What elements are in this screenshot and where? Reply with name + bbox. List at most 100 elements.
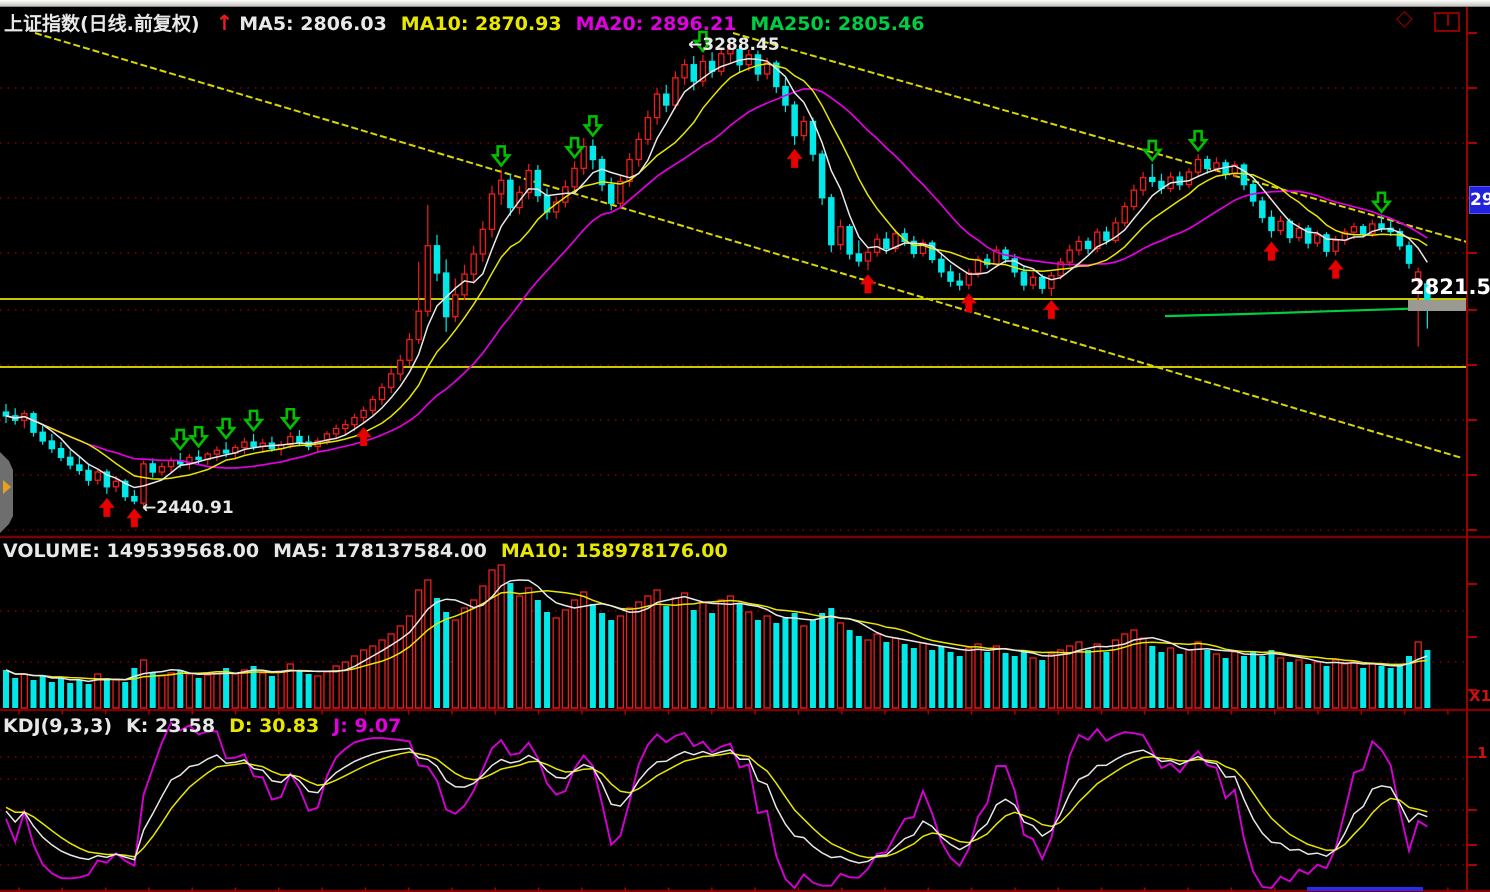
volume-bar-up <box>717 599 725 709</box>
volume-bar-up <box>1047 653 1056 709</box>
volume-bar-up <box>1276 657 1285 709</box>
candle-body <box>323 433 331 442</box>
volume-bar-down <box>1020 652 1027 708</box>
candle-body <box>1048 275 1055 289</box>
volume-bar-down <box>250 666 257 708</box>
volume-bar-down <box>855 636 862 708</box>
volume-ma10-line <box>5 590 1428 681</box>
candle-body <box>1405 245 1413 264</box>
volume-pane-header: VOLUME: 149539568.00 MA5: 178137584.00 MA1… <box>3 540 742 562</box>
candle-body <box>1359 226 1367 235</box>
sell-signal-arrow <box>1370 191 1393 214</box>
candle-body <box>342 423 349 430</box>
volume-bar-down <box>223 668 230 708</box>
volume-bar-down <box>1378 666 1385 708</box>
last-price-marker <box>1408 300 1467 311</box>
candle-body <box>873 238 881 253</box>
sell-signal-arrow <box>582 115 604 138</box>
ma20-value: MA20: 2896.21 <box>575 13 737 35</box>
volume-bar-down <box>443 612 450 708</box>
volume-bar-up <box>1121 633 1129 709</box>
volume-bar-down <box>1085 650 1092 708</box>
volume-bar-up <box>359 649 368 709</box>
price-axis-badge: 29 <box>1469 186 1490 214</box>
ma10-line <box>5 63 1428 480</box>
candle-body <box>479 228 487 255</box>
candle-body <box>1066 249 1073 263</box>
volume-bar-down <box>947 652 954 708</box>
candle-body <box>892 233 899 250</box>
volume-bar-up <box>259 672 267 709</box>
volume-bar-down <box>819 613 826 708</box>
sidebar-collapse-tab[interactable] <box>0 452 13 533</box>
candle-body <box>828 197 835 246</box>
diamond-icon[interactable]: ◇ <box>1396 6 1413 31</box>
volume-bar-up <box>1185 649 1193 709</box>
candle-body <box>378 386 386 401</box>
kdj-d-value: D: 30.83 <box>229 715 320 737</box>
candle-body <box>534 169 542 197</box>
volume-bar-down <box>305 674 312 708</box>
candle-body <box>635 138 642 161</box>
ma250-line <box>1164 306 1436 318</box>
volume-bar-down <box>1240 656 1247 708</box>
volume-bar-up <box>836 622 845 709</box>
volume-bar-up <box>800 625 808 709</box>
candle-body <box>222 449 230 454</box>
candle-body <box>360 409 367 419</box>
candle-body <box>213 449 221 455</box>
candle-body <box>94 471 101 481</box>
volume-bar-down <box>1103 652 1110 708</box>
volume-bar-up <box>625 607 634 709</box>
volume-bar-down <box>1387 668 1394 708</box>
scrollbar-thumb[interactable] <box>1307 887 1423 891</box>
candle-body <box>947 271 954 282</box>
volume-bar-up <box>185 673 194 709</box>
volume-bar-up <box>1029 657 1037 709</box>
volume-bar-up <box>992 645 1001 709</box>
volume-bar-up <box>405 615 414 709</box>
volume-bar-up <box>745 611 753 709</box>
volume-bar-down <box>1323 666 1330 708</box>
volume-bar-up <box>635 601 643 709</box>
volume-bar-up <box>414 589 423 709</box>
candle-body <box>1286 220 1294 239</box>
window-icon[interactable] <box>1434 12 1460 32</box>
candle-body <box>883 238 890 250</box>
volume-bar-up <box>515 595 524 709</box>
candle-body <box>149 463 156 473</box>
volume-bar-up <box>350 655 359 709</box>
trendline <box>34 32 1463 459</box>
kdj-pane-header: KDJ(9,3,3) K: 23.58 D: 30.83 J: 9.07 <box>3 715 415 737</box>
volume-bar-up <box>112 679 120 709</box>
volume-bar-up <box>1414 641 1422 709</box>
candle-body <box>1240 164 1248 186</box>
candle-body <box>727 48 734 55</box>
volume-ma5-value: MA5: 178137584.00 <box>273 540 487 562</box>
volume-bar-up <box>891 637 900 709</box>
kdj-j-value: J: 9.07 <box>333 715 402 737</box>
volume-bar-up <box>1130 629 1138 709</box>
candle-body <box>397 359 404 375</box>
volume-bar-down <box>67 683 74 708</box>
up-arrow-icon: ↑ <box>215 11 234 35</box>
volume-bar-up <box>974 643 982 709</box>
volume-bar-up <box>561 609 570 709</box>
main-chart-header: 上证指数(日线.前复权) ↑ MA5: 2806.03 MA10: 2870.93 MA… <box>4 9 938 36</box>
candle-body <box>1332 239 1339 252</box>
candle-body <box>855 253 863 262</box>
candle-body <box>241 441 248 449</box>
candle-body <box>131 495 138 502</box>
volume-bar-up <box>1341 663 1349 709</box>
volume-bar-up <box>1231 651 1239 709</box>
volume-ma10-value: MA10: 158978176.00 <box>500 540 728 562</box>
candle-body <box>1268 216 1275 232</box>
volume-value: VOLUME: 149539568.00 <box>3 540 260 562</box>
candle-body <box>1112 222 1119 241</box>
volume-bar-up <box>204 674 212 709</box>
candle-body <box>919 242 927 255</box>
volume-bar-down <box>910 648 917 708</box>
candle-body <box>1213 162 1220 169</box>
volume-bar-up <box>763 615 771 709</box>
